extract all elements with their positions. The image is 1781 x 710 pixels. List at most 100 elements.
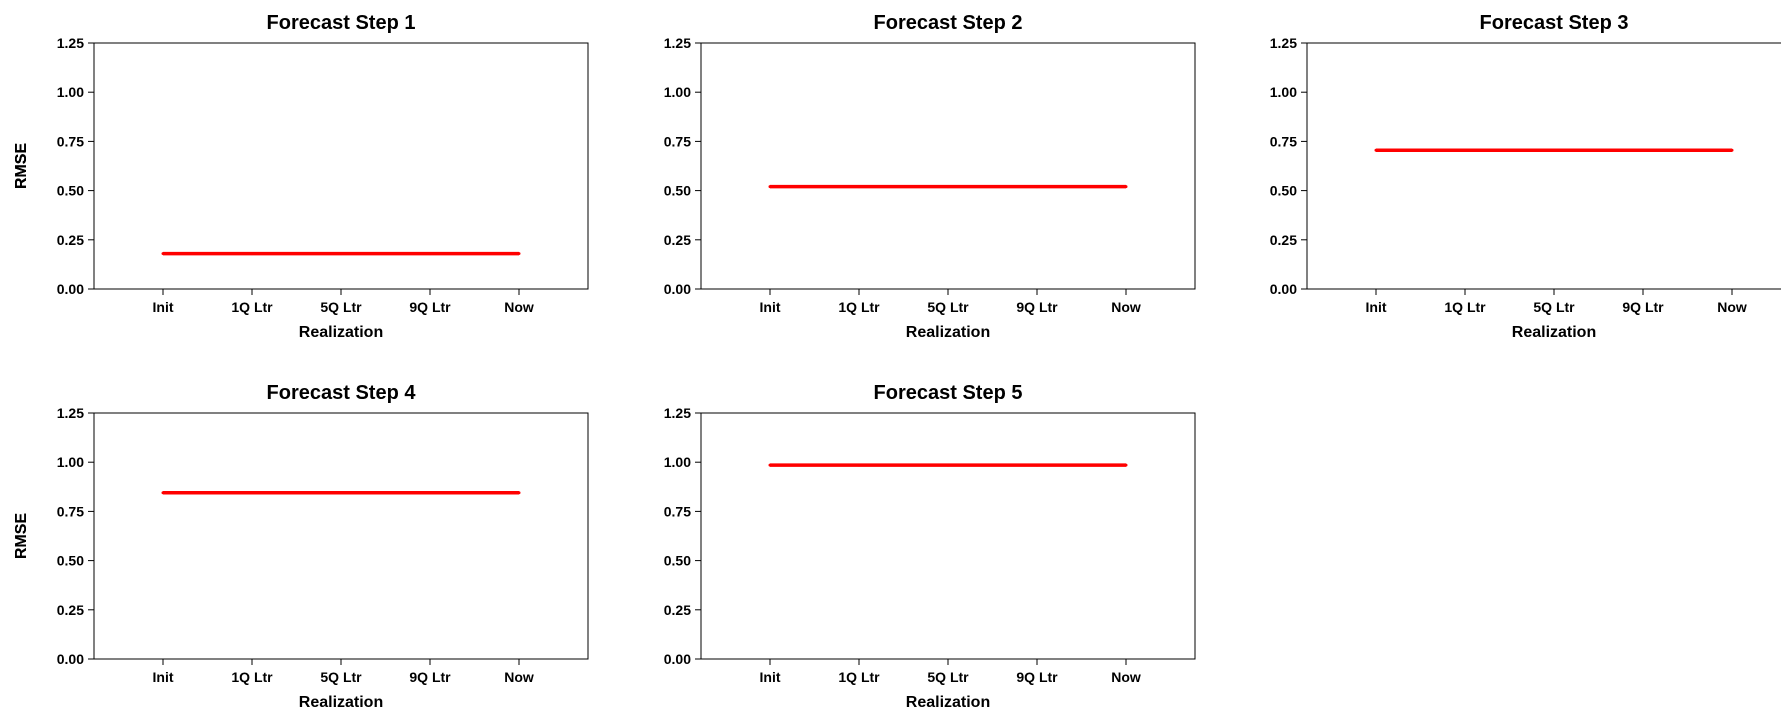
y-tick-label: 0.00 <box>57 281 84 297</box>
y-tick-label: 0.00 <box>664 651 691 667</box>
data-point <box>1641 148 1645 152</box>
data-point <box>857 185 861 189</box>
data-point <box>768 463 772 467</box>
plot-frame <box>1306 42 1781 290</box>
chart-panel-4: Forecast Step 4 0.00 0.25 0.50 0.75 1.00 1.25 I… <box>13 382 589 710</box>
data-point <box>161 491 165 495</box>
y-tick-label: 0.25 <box>1270 232 1297 248</box>
x-axis-label: Realization <box>299 324 383 341</box>
y-tick-label: 1.25 <box>664 35 691 51</box>
y-tick-label: 1.25 <box>57 35 84 51</box>
data-point <box>339 252 343 256</box>
data-point <box>1374 148 1378 152</box>
y-tick-label: 0.50 <box>57 553 84 569</box>
data-point <box>428 491 432 495</box>
y-tick-label: 0.50 <box>1270 183 1297 199</box>
data-point <box>1124 185 1128 189</box>
x-axis-label: Realization <box>1512 324 1596 341</box>
x-tick-label: 9Q Ltr <box>1016 669 1058 685</box>
y-tick-label: 1.00 <box>664 454 691 470</box>
data-point <box>1463 148 1467 152</box>
x-tick-label: 1Q Ltr <box>1444 299 1486 315</box>
y-tick-label: 0.75 <box>664 503 691 519</box>
x-tick-label: Init <box>153 669 174 685</box>
x-tick-label: Now <box>1111 299 1141 315</box>
data-point <box>161 252 165 256</box>
y-axis-label: RMSE <box>13 513 30 560</box>
x-tick-label: 9Q Ltr <box>1622 299 1664 315</box>
x-tick-label: 9Q Ltr <box>1016 299 1058 315</box>
chart-panel-5: Forecast Step 5 0.00 0.25 0.50 0.75 1.00 1.25 I… <box>13 382 1196 710</box>
x-tick-label: 1Q Ltr <box>838 299 880 315</box>
chart-title: Forecast Step 1 <box>267 12 416 34</box>
y-tick-label: 0.25 <box>57 602 84 618</box>
x-axis-label: Realization <box>299 694 383 710</box>
data-point <box>1730 148 1734 152</box>
x-tick-label: 5Q Ltr <box>1533 299 1575 315</box>
y-tick-label: 0.25 <box>664 232 691 248</box>
x-tick-label: 5Q Ltr <box>320 299 362 315</box>
y-tick-label: 0.50 <box>664 553 691 569</box>
y-tick-label: 0.00 <box>57 651 84 667</box>
y-tick-label: 0.75 <box>57 503 84 519</box>
data-point <box>857 463 861 467</box>
x-tick-label: 9Q Ltr <box>409 669 451 685</box>
data-point <box>517 491 521 495</box>
y-tick-label: 1.00 <box>57 454 84 470</box>
x-tick-label: 5Q Ltr <box>927 299 969 315</box>
data-point <box>339 491 343 495</box>
y-tick-label: 0.25 <box>664 602 691 618</box>
chart-panel-1: Forecast Step 1 0.00 0.25 0.50 0.75 1.00 1.25 I… <box>13 12 589 341</box>
x-tick-label: Init <box>1366 299 1387 315</box>
x-tick-label: 5Q Ltr <box>927 669 969 685</box>
y-axis-label: RMSE <box>13 513 30 560</box>
x-tick-label: 5Q Ltr <box>320 669 362 685</box>
chart-panel-2: Forecast Step 2 0.00 0.25 0.50 0.75 1.00 1.25 I… <box>13 12 1196 341</box>
y-tick-label: 1.00 <box>57 84 84 100</box>
y-tick-label: 1.25 <box>664 405 691 421</box>
y-tick-label: 0.75 <box>664 133 691 149</box>
data-point <box>1035 463 1039 467</box>
data-point <box>517 252 521 256</box>
data-point <box>1035 185 1039 189</box>
data-point <box>1552 148 1556 152</box>
x-tick-label: 1Q Ltr <box>838 669 880 685</box>
y-tick-label: 0.50 <box>57 183 84 199</box>
data-point <box>946 463 950 467</box>
x-tick-label: Now <box>504 299 534 315</box>
plot-frame <box>700 412 1196 660</box>
x-axis-label: Realization <box>906 694 990 710</box>
x-tick-label: Now <box>1717 299 1747 315</box>
data-point <box>946 185 950 189</box>
y-tick-label: 1.25 <box>57 405 84 421</box>
x-tick-label: Init <box>760 299 781 315</box>
y-tick-label: 0.25 <box>57 232 84 248</box>
data-point <box>768 185 772 189</box>
x-tick-label: Init <box>760 669 781 685</box>
chart-title: Forecast Step 2 <box>874 12 1023 34</box>
x-tick-label: 1Q Ltr <box>231 299 273 315</box>
chart-panel-3: Forecast Step 3 0.00 0.25 0.50 0.75 1.00 1.25 I… <box>13 12 1781 341</box>
data-point <box>428 252 432 256</box>
x-tick-label: Now <box>504 669 534 685</box>
y-tick-label: 0.50 <box>664 183 691 199</box>
data-point <box>250 491 254 495</box>
x-tick-label: 9Q Ltr <box>409 299 451 315</box>
y-axis-label: RMSE <box>13 143 30 190</box>
plot-frame <box>700 42 1196 290</box>
x-tick-label: Now <box>1111 669 1141 685</box>
y-tick-label: 0.75 <box>1270 133 1297 149</box>
y-tick-label: 0.00 <box>664 281 691 297</box>
y-tick-label: 0.75 <box>57 133 84 149</box>
y-tick-label: 1.25 <box>1270 35 1297 51</box>
chart-title: Forecast Step 4 <box>267 382 417 404</box>
data-point <box>1124 463 1128 467</box>
x-tick-label: Init <box>153 299 174 315</box>
chart-title: Forecast Step 5 <box>874 382 1023 404</box>
y-axis-label: RMSE <box>13 143 30 190</box>
chart-title: Forecast Step 3 <box>1480 12 1629 34</box>
y-tick-label: 0.00 <box>1270 281 1297 297</box>
plot-frame <box>93 412 589 660</box>
y-tick-label: 1.00 <box>664 84 691 100</box>
